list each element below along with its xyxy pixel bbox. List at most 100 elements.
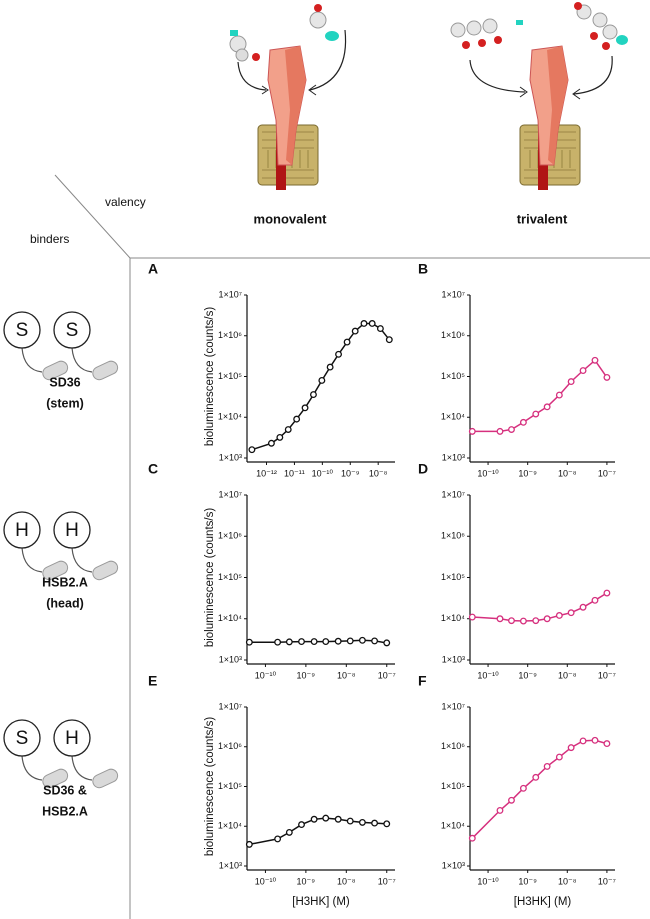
x-tick-label: 10⁻⁹ xyxy=(518,670,537,680)
y-tick-label: 1×10³ xyxy=(442,860,465,870)
data-point xyxy=(519,784,527,792)
binder-letter: S xyxy=(16,728,29,749)
x-tick-label: 10⁻⁹ xyxy=(297,876,316,886)
data-point xyxy=(358,818,366,826)
data-point xyxy=(334,815,342,823)
data-point xyxy=(285,828,293,836)
y-tick-label: 1×10³ xyxy=(219,452,242,462)
binder-letter: H xyxy=(15,520,29,541)
data-point xyxy=(351,327,359,335)
header: valency xyxy=(105,195,146,209)
column-header: monovalent xyxy=(254,211,328,226)
x-axis-label: [H3HK] (M) xyxy=(292,896,350,908)
panel-letter: B xyxy=(418,261,428,277)
data-point xyxy=(335,350,342,358)
data-point xyxy=(567,744,575,752)
binder-circle xyxy=(3,511,41,549)
data-line xyxy=(472,592,608,622)
binder-body xyxy=(92,560,119,581)
linker xyxy=(71,755,93,781)
data-point xyxy=(496,615,504,623)
y-tick-label: 1×10⁵ xyxy=(218,371,242,381)
data-point xyxy=(519,617,527,625)
y-tick-label: 1×10⁷ xyxy=(441,489,465,499)
data-point xyxy=(293,415,301,423)
data-point xyxy=(591,596,599,604)
binder-circle xyxy=(53,719,91,757)
x-tick-label: 10⁻¹⁰ xyxy=(477,876,499,886)
data-point xyxy=(301,404,309,412)
binder-name: (stem) xyxy=(46,396,84,410)
panel-letter: F xyxy=(418,673,427,689)
x-tick-label: 10⁻⁹ xyxy=(518,468,537,478)
x-tick-label: 10⁻⁸ xyxy=(369,468,388,478)
x-tick-label: 10⁻⁸ xyxy=(558,876,577,886)
data-point xyxy=(519,418,527,426)
data-point xyxy=(543,762,551,770)
data-point xyxy=(298,638,305,646)
binder-body xyxy=(92,768,119,789)
binder-letter: H xyxy=(65,520,79,541)
data-point xyxy=(376,325,384,333)
x-tick-label: 10⁻⁹ xyxy=(518,876,537,886)
data-point xyxy=(245,840,253,848)
data-point xyxy=(508,617,515,625)
linker xyxy=(71,347,93,373)
data-point xyxy=(310,815,318,823)
data-point xyxy=(603,589,611,597)
data-point xyxy=(334,637,342,645)
data-point xyxy=(310,391,317,399)
binder-rows: S S SD36 (stem) H H HSB2.A (head) S H SD36 & HSB2.A xyxy=(3,311,119,818)
y-tick-label: 1×10⁶ xyxy=(218,330,242,340)
data-line xyxy=(251,322,390,451)
data-point xyxy=(468,834,476,842)
y-tick-label: 1×10⁴ xyxy=(441,613,465,623)
binder-circle xyxy=(53,511,91,549)
data-point xyxy=(603,373,611,381)
binder-letter: S xyxy=(16,320,29,341)
data-point xyxy=(555,612,563,619)
x-tick-label: 10⁻¹⁰ xyxy=(477,468,499,478)
data-point xyxy=(371,637,379,645)
data-point xyxy=(579,367,587,374)
data-point xyxy=(591,356,599,364)
data-point xyxy=(496,806,504,814)
y-tick-label: 1×10⁵ xyxy=(218,572,242,582)
data-point xyxy=(267,439,275,447)
y-axis-label: bioluminescence (counts/s) xyxy=(204,307,216,447)
y-tick-label: 1×10⁶ xyxy=(218,531,242,541)
x-tick-label: 10⁻¹⁰ xyxy=(255,670,277,680)
data-point xyxy=(567,378,575,386)
data-line xyxy=(249,817,387,846)
binder-circle xyxy=(3,311,41,349)
y-tick-label: 1×10⁴ xyxy=(218,821,242,831)
data-point xyxy=(285,638,293,646)
data-point xyxy=(298,821,305,829)
data-point xyxy=(346,817,354,825)
data-point xyxy=(368,320,376,327)
y-tick-label: 1×10⁶ xyxy=(441,531,465,541)
data-line xyxy=(249,639,387,644)
y-tick-label: 1×10⁷ xyxy=(218,289,242,299)
corner-line xyxy=(54,174,131,259)
y-tick-label: 1×10⁵ xyxy=(441,371,465,381)
y-tick-label: 1×10⁴ xyxy=(218,412,242,422)
y-axis-label: bioluminescence (counts/s) xyxy=(204,508,216,648)
binder-letter: H xyxy=(65,728,79,749)
binder-body xyxy=(42,560,69,581)
y-tick-label: 1×10⁴ xyxy=(441,821,465,831)
y-tick-label: 1×10⁷ xyxy=(441,701,465,711)
binder-name: HSB2.A xyxy=(42,804,88,818)
x-tick-label: 10⁻¹² xyxy=(256,468,277,478)
data-point xyxy=(591,736,599,744)
x-tick-label: 10⁻⁹ xyxy=(341,468,360,478)
data-point xyxy=(360,320,368,327)
binder-name: SD36 & xyxy=(43,783,87,797)
x-tick-label: 10⁻⁷ xyxy=(378,876,396,886)
data-point xyxy=(322,638,330,646)
y-axis-label: bioluminescence (counts/s) xyxy=(204,717,216,857)
illustration-monovalent xyxy=(229,4,347,190)
data-point xyxy=(274,835,282,843)
data-point xyxy=(248,446,256,454)
linker xyxy=(21,347,43,373)
